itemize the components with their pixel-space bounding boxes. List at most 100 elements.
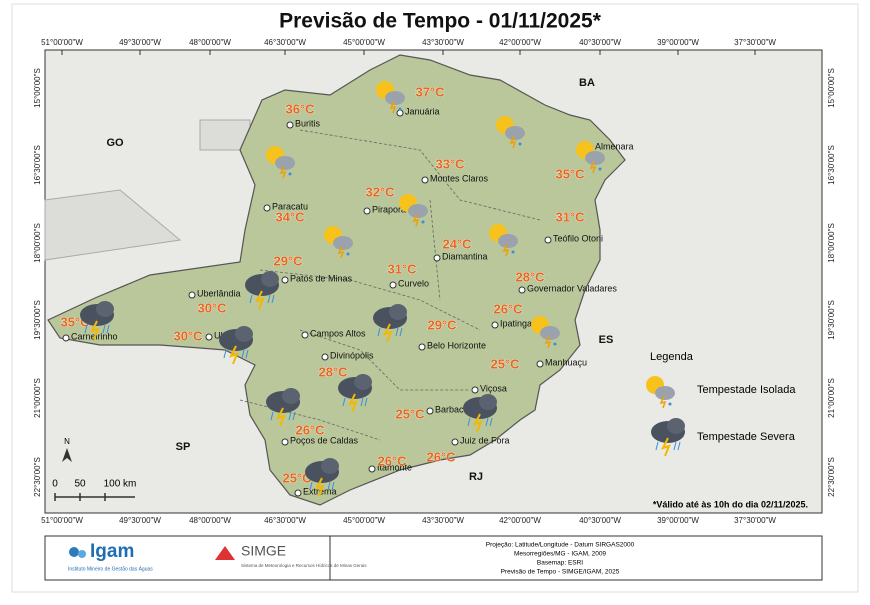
- city-marker: [368, 465, 376, 473]
- isolated-storm-icon: [646, 376, 675, 409]
- north-label: N: [64, 437, 70, 446]
- credit: Mesorregiões/MG - IGAM, 2009: [514, 551, 606, 558]
- longitude-label: 51°00'00"W: [41, 516, 83, 525]
- latitude-label: 22°30'00"S: [827, 457, 836, 497]
- isolated-storm-icon: [489, 224, 518, 257]
- latitude-label: 16°30'00"S: [33, 145, 42, 185]
- city-name: Ipatinga: [500, 318, 532, 328]
- temperature: 26°C: [295, 422, 325, 437]
- cloud: [479, 394, 497, 410]
- severe-storm-icon: [338, 374, 372, 413]
- drop: [668, 402, 672, 406]
- city-marker: [421, 176, 429, 184]
- latitude-label: 16°30'00"S: [827, 145, 836, 185]
- city-name: Diamantina: [442, 251, 488, 261]
- cloud: [354, 374, 372, 390]
- simge-logo: [215, 546, 235, 560]
- rain: [249, 294, 275, 304]
- longitude-label: 39°00'00"W: [657, 516, 699, 525]
- longitude-label: 49°30'00"W: [119, 38, 161, 47]
- state-label: ES: [599, 334, 614, 346]
- longitude-label: 43°30'00"W: [422, 516, 464, 525]
- cloud: [667, 418, 685, 434]
- city-marker: [363, 207, 371, 215]
- rain: [309, 481, 335, 491]
- cloud: [585, 151, 605, 165]
- longitude-label: 45°00'00"W: [343, 516, 385, 525]
- temperature: 31°C: [555, 209, 585, 224]
- lightning: [412, 213, 420, 227]
- city-marker: [62, 334, 70, 342]
- cloud: [505, 126, 525, 140]
- state-label: SP: [176, 441, 191, 453]
- cloud: [408, 204, 428, 218]
- lightning: [389, 100, 397, 114]
- longitude-label: 46°30'00"W: [264, 516, 306, 525]
- temperature: 30°C: [173, 328, 203, 343]
- temperature: 24°C: [442, 236, 472, 251]
- lightning: [661, 437, 671, 457]
- temperature: 26°C: [377, 453, 407, 468]
- lightning: [502, 243, 510, 257]
- city-marker: [294, 489, 302, 497]
- longitude-label: 48°00'00"W: [189, 38, 231, 47]
- latitude-label: 22°30'00"S: [33, 457, 42, 497]
- lightning: [659, 395, 667, 409]
- city-marker: [321, 353, 329, 361]
- isolated-storm-icon: [266, 146, 295, 179]
- rain: [84, 324, 110, 334]
- city-name: Almenara: [595, 141, 634, 151]
- temperature: 34°C: [275, 209, 305, 224]
- latitude-label: 19°30'00"S: [827, 300, 836, 340]
- temperature: 31°C: [387, 261, 417, 276]
- temperature: 36°C: [285, 101, 315, 116]
- north-arrow: [62, 448, 72, 462]
- drop: [421, 220, 425, 224]
- temperature: 29°C: [427, 317, 457, 332]
- lightning: [90, 320, 100, 340]
- city-name: Teófilo Otoni: [553, 233, 603, 243]
- longitude-label: 37°30'00"W: [734, 38, 776, 47]
- rain: [270, 411, 296, 421]
- city-name: Barbacena: [435, 404, 479, 414]
- temperature: 29°C: [273, 253, 303, 268]
- temperature: 26°C: [493, 301, 523, 316]
- city-name: Divinópolis: [330, 350, 374, 360]
- cloud: [540, 326, 560, 340]
- city-name: Buritis: [295, 118, 321, 128]
- city-name: Pirapora: [372, 204, 406, 214]
- cloud: [333, 236, 353, 250]
- lightning: [315, 477, 325, 497]
- longitude-label: 43°30'00"W: [422, 38, 464, 47]
- drop: [288, 172, 292, 176]
- temperature: 28°C: [515, 269, 545, 284]
- city-name: Patos de Minas: [290, 273, 353, 283]
- scale-bar: [54, 493, 135, 501]
- drop: [398, 107, 402, 111]
- cloud: [261, 271, 279, 287]
- city-marker: [205, 333, 213, 341]
- city-name: Belo Horizonte: [427, 340, 486, 350]
- simge-name: SIMGE: [241, 543, 286, 559]
- severe-storm-icon: [219, 326, 253, 365]
- isolated-storm-icon: [324, 226, 353, 259]
- drop: [598, 167, 602, 171]
- legend-title: Legenda: [650, 351, 694, 363]
- city-marker: [418, 343, 426, 351]
- temperature: 37°C: [415, 84, 445, 99]
- longitude-label: 51°00'00"W: [41, 38, 83, 47]
- severe-storm-icon: [266, 388, 300, 427]
- severe-storm-icon: [373, 304, 407, 343]
- scale-label: 0: [52, 479, 58, 490]
- city-marker: [188, 291, 196, 299]
- city-name: Curvelo: [398, 278, 429, 288]
- latitude-label: 21°00'00"S: [33, 378, 42, 418]
- simge-subtitle: Sistema de Meteorologia e Recursos Hídri…: [241, 563, 367, 568]
- lightning: [473, 413, 483, 433]
- latitude-label: 15°00'00"S: [33, 68, 42, 108]
- longitude-label: 42°00'00"W: [499, 38, 541, 47]
- drop: [511, 250, 515, 254]
- credit: Previsão de Tempo - SIMGE/IGAM, 2025: [501, 569, 620, 576]
- city-marker: [426, 407, 434, 415]
- isolated-storm-icon: [399, 194, 428, 227]
